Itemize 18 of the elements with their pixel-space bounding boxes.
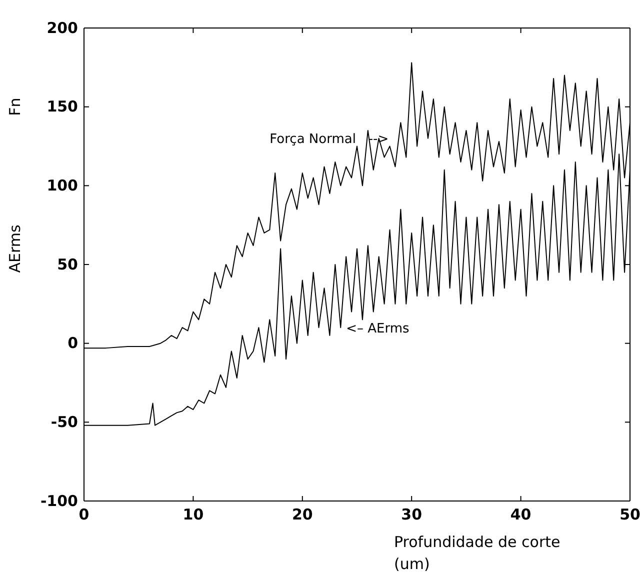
annotation: Força Normal --> [270, 132, 389, 148]
x-tick-label: 10 [182, 506, 204, 524]
y-tick-label: -50 [50, 412, 78, 431]
y-tick-label: 100 [46, 176, 78, 194]
y-tick-label: 150 [46, 98, 78, 116]
x-tick-label: 50 [620, 506, 640, 524]
y-tick-label: -100 [40, 492, 78, 510]
annotation: <– AErms [346, 321, 410, 336]
x-tick-label: 40 [510, 506, 532, 524]
text: AErms [6, 224, 24, 273]
y-axis-title: Fn [6, 98, 24, 116]
y-tick-label: 50 [57, 255, 78, 274]
x-axis-title: Profundidade de corte (um) [394, 533, 560, 573]
x-tick-label: 20 [292, 506, 313, 524]
y-tick-label: 0 [68, 334, 78, 352]
x-tick-label: 30 [401, 506, 422, 524]
y-tick-label: 200 [46, 18, 78, 37]
x-tick-label: 0 [78, 506, 90, 524]
